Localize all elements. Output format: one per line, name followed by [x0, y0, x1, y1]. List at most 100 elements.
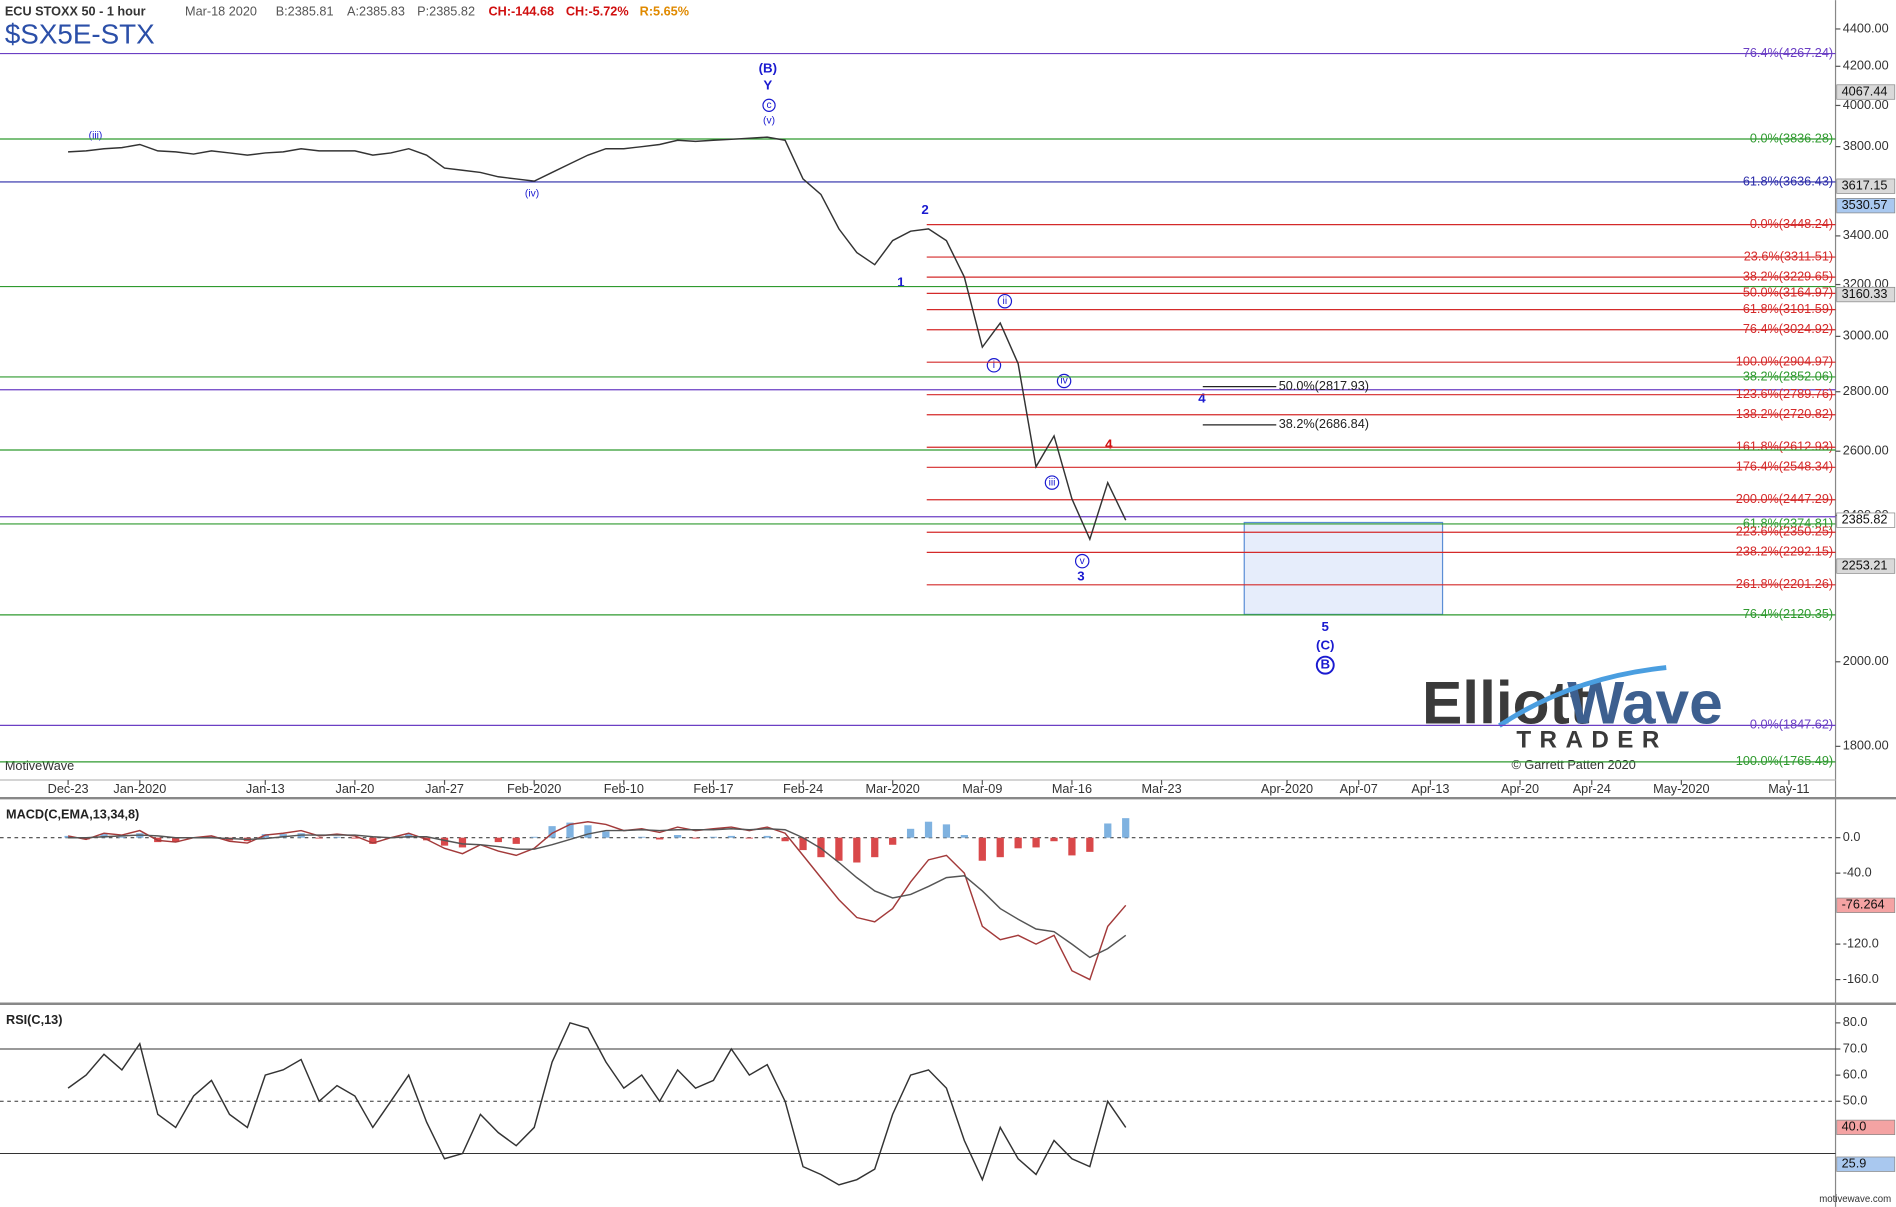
histogram-bar	[172, 837, 180, 843]
fib-label: 23.6%(3311.51)	[1744, 249, 1833, 263]
x-tick-label: Apr-20	[1501, 782, 1539, 796]
change: CH:-144.68	[489, 5, 555, 19]
histogram-bar	[889, 837, 897, 845]
wave-label: (iv)	[525, 188, 539, 199]
histogram-bar	[512, 837, 520, 844]
wave-label: 4	[1105, 437, 1113, 452]
histogram-bar	[656, 837, 664, 840]
fib-label: 0.0%(3836.28)	[1750, 131, 1833, 145]
wave-circle	[1315, 655, 1335, 675]
wave-label: 2	[921, 202, 928, 217]
wave-label: ii	[1003, 296, 1008, 307]
fib-label: 123.6%(2789.76)	[1736, 387, 1833, 401]
x-tick-label: Feb-2020	[507, 782, 561, 796]
histogram-bar	[960, 835, 969, 838]
histogram-bar	[817, 837, 825, 858]
y-tick-label: 4400.00	[1843, 21, 1889, 35]
wave-label: v	[1080, 556, 1086, 567]
histogram-bar	[638, 836, 646, 838]
x-tick-label: Apr-24	[1573, 782, 1611, 796]
change-percent: CH:-5.72%	[566, 5, 629, 19]
histogram-bar	[566, 822, 574, 838]
platform: MotiveWave	[5, 759, 74, 773]
fib-label: 223.6%(2350.25)	[1736, 525, 1833, 539]
wave-label: c	[766, 100, 771, 111]
fib-label: 76.4%(3024.92)	[1743, 322, 1833, 336]
histogram-bar	[763, 835, 771, 838]
fib-label: 38.2%(3229.65)	[1743, 270, 1833, 284]
histogram-bar	[351, 837, 359, 839]
wave-label: iv	[1060, 376, 1068, 387]
histogram-bar	[1032, 837, 1040, 848]
fib-label: 76.4%(2120.35)	[1743, 607, 1833, 621]
histogram-bar	[530, 836, 538, 838]
histogram-bar	[82, 837, 90, 840]
x-tick-label: May-11	[1768, 782, 1809, 796]
histogram-bar	[1068, 837, 1076, 856]
histogram-bar	[602, 831, 610, 838]
y-tick-label: 60.0	[1843, 1067, 1868, 1081]
histogram-bar	[709, 836, 718, 838]
y-tick-label: -120.0	[1843, 936, 1879, 950]
fib-label: 61.8%(3636.43)	[1743, 174, 1833, 188]
x-tick-label: Jan-20	[336, 782, 375, 796]
histogram-bar	[207, 835, 216, 838]
y-tick-label: 1800.00	[1843, 739, 1889, 753]
y-tick-label: 0.0	[1843, 830, 1861, 844]
value-box	[1836, 198, 1896, 214]
y-tick-label: 4000.00	[1843, 98, 1889, 112]
x-tick-label: May-2020	[1653, 782, 1709, 796]
value-box	[1836, 1119, 1896, 1136]
histogram-bar	[978, 837, 986, 861]
value-box	[1836, 286, 1896, 303]
x-tick-label: Mar-2020	[866, 782, 920, 796]
fib-label: 100.0%(2904.97)	[1736, 355, 1833, 369]
series-line	[67, 1021, 1127, 1186]
histogram-bar	[853, 837, 861, 863]
wave-label: 4	[1198, 391, 1206, 406]
x-tick-label: Jan-27	[425, 782, 464, 796]
panel-title: MACD(C,EMA,13,34,8)	[6, 807, 139, 821]
last-price: P:2385.82	[417, 5, 475, 19]
series-line	[68, 136, 1127, 542]
histogram-bar	[118, 836, 126, 838]
y-tick-label: 70.0	[1843, 1041, 1868, 1055]
x-tick-label: Apr-2020	[1261, 782, 1313, 796]
y-tick-label: 4200.00	[1843, 59, 1889, 73]
logo-swoosh	[1498, 665, 1667, 728]
y-tick-label: -160.0	[1843, 972, 1879, 986]
histogram-bar	[261, 834, 269, 838]
instrument: ECU STOXX 50 - 1 hour	[5, 5, 146, 19]
histogram-bar	[799, 837, 807, 851]
wave-label: (iii)	[89, 130, 103, 141]
histogram-bar	[727, 835, 735, 838]
histogram-bar	[279, 834, 287, 838]
histogram-bar	[906, 828, 915, 838]
value-box-label: -76.264	[1842, 898, 1885, 912]
histogram-bar	[1122, 818, 1130, 838]
histogram-bar	[584, 825, 592, 838]
histogram-bar	[315, 837, 323, 839]
wave-circle	[997, 293, 1013, 309]
x-tick-label: Apr-13	[1411, 782, 1449, 796]
y-tick-label: -40.0	[1843, 866, 1872, 880]
wave-label: 1	[897, 275, 905, 290]
projection-label: 50.0%(2817.93)	[1279, 379, 1369, 393]
histogram-bar	[1014, 837, 1022, 849]
series-line	[68, 828, 1127, 959]
fib-label: 50.0%(3164.97)	[1743, 286, 1833, 300]
histogram-bar	[781, 837, 789, 842]
y-tick-label: 2800.00	[1843, 384, 1889, 398]
value-box	[1836, 1156, 1896, 1172]
histogram-bar	[1050, 837, 1058, 842]
panel-title: RSI(C,13)	[6, 1013, 62, 1027]
histogram-bar	[458, 837, 467, 848]
x-tick-label: Feb-10	[604, 782, 644, 796]
value-box	[1836, 84, 1896, 100]
wave-label: B	[1320, 657, 1330, 672]
value-box-label: 25.9	[1842, 1157, 1867, 1171]
histogram-bar	[64, 835, 72, 838]
range: R:5.65%	[640, 5, 689, 19]
wave-circle	[986, 358, 1002, 373]
